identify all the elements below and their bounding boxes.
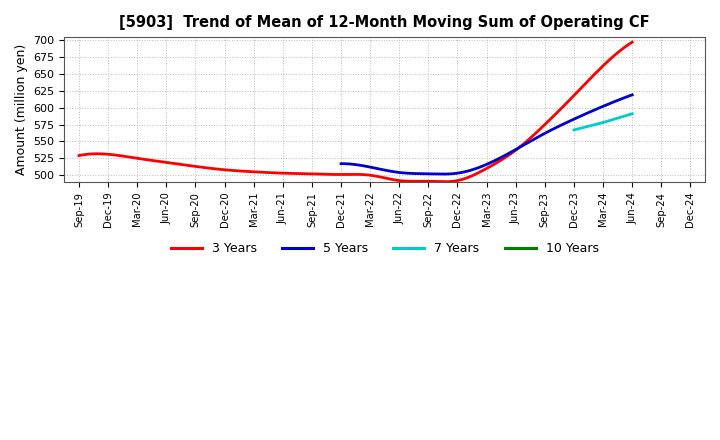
Title: [5903]  Trend of Mean of 12-Month Moving Sum of Operating CF: [5903] Trend of Mean of 12-Month Moving … bbox=[120, 15, 650, 30]
Legend: 3 Years, 5 Years, 7 Years, 10 Years: 3 Years, 5 Years, 7 Years, 10 Years bbox=[166, 237, 604, 260]
Y-axis label: Amount (million yen): Amount (million yen) bbox=[15, 44, 28, 175]
